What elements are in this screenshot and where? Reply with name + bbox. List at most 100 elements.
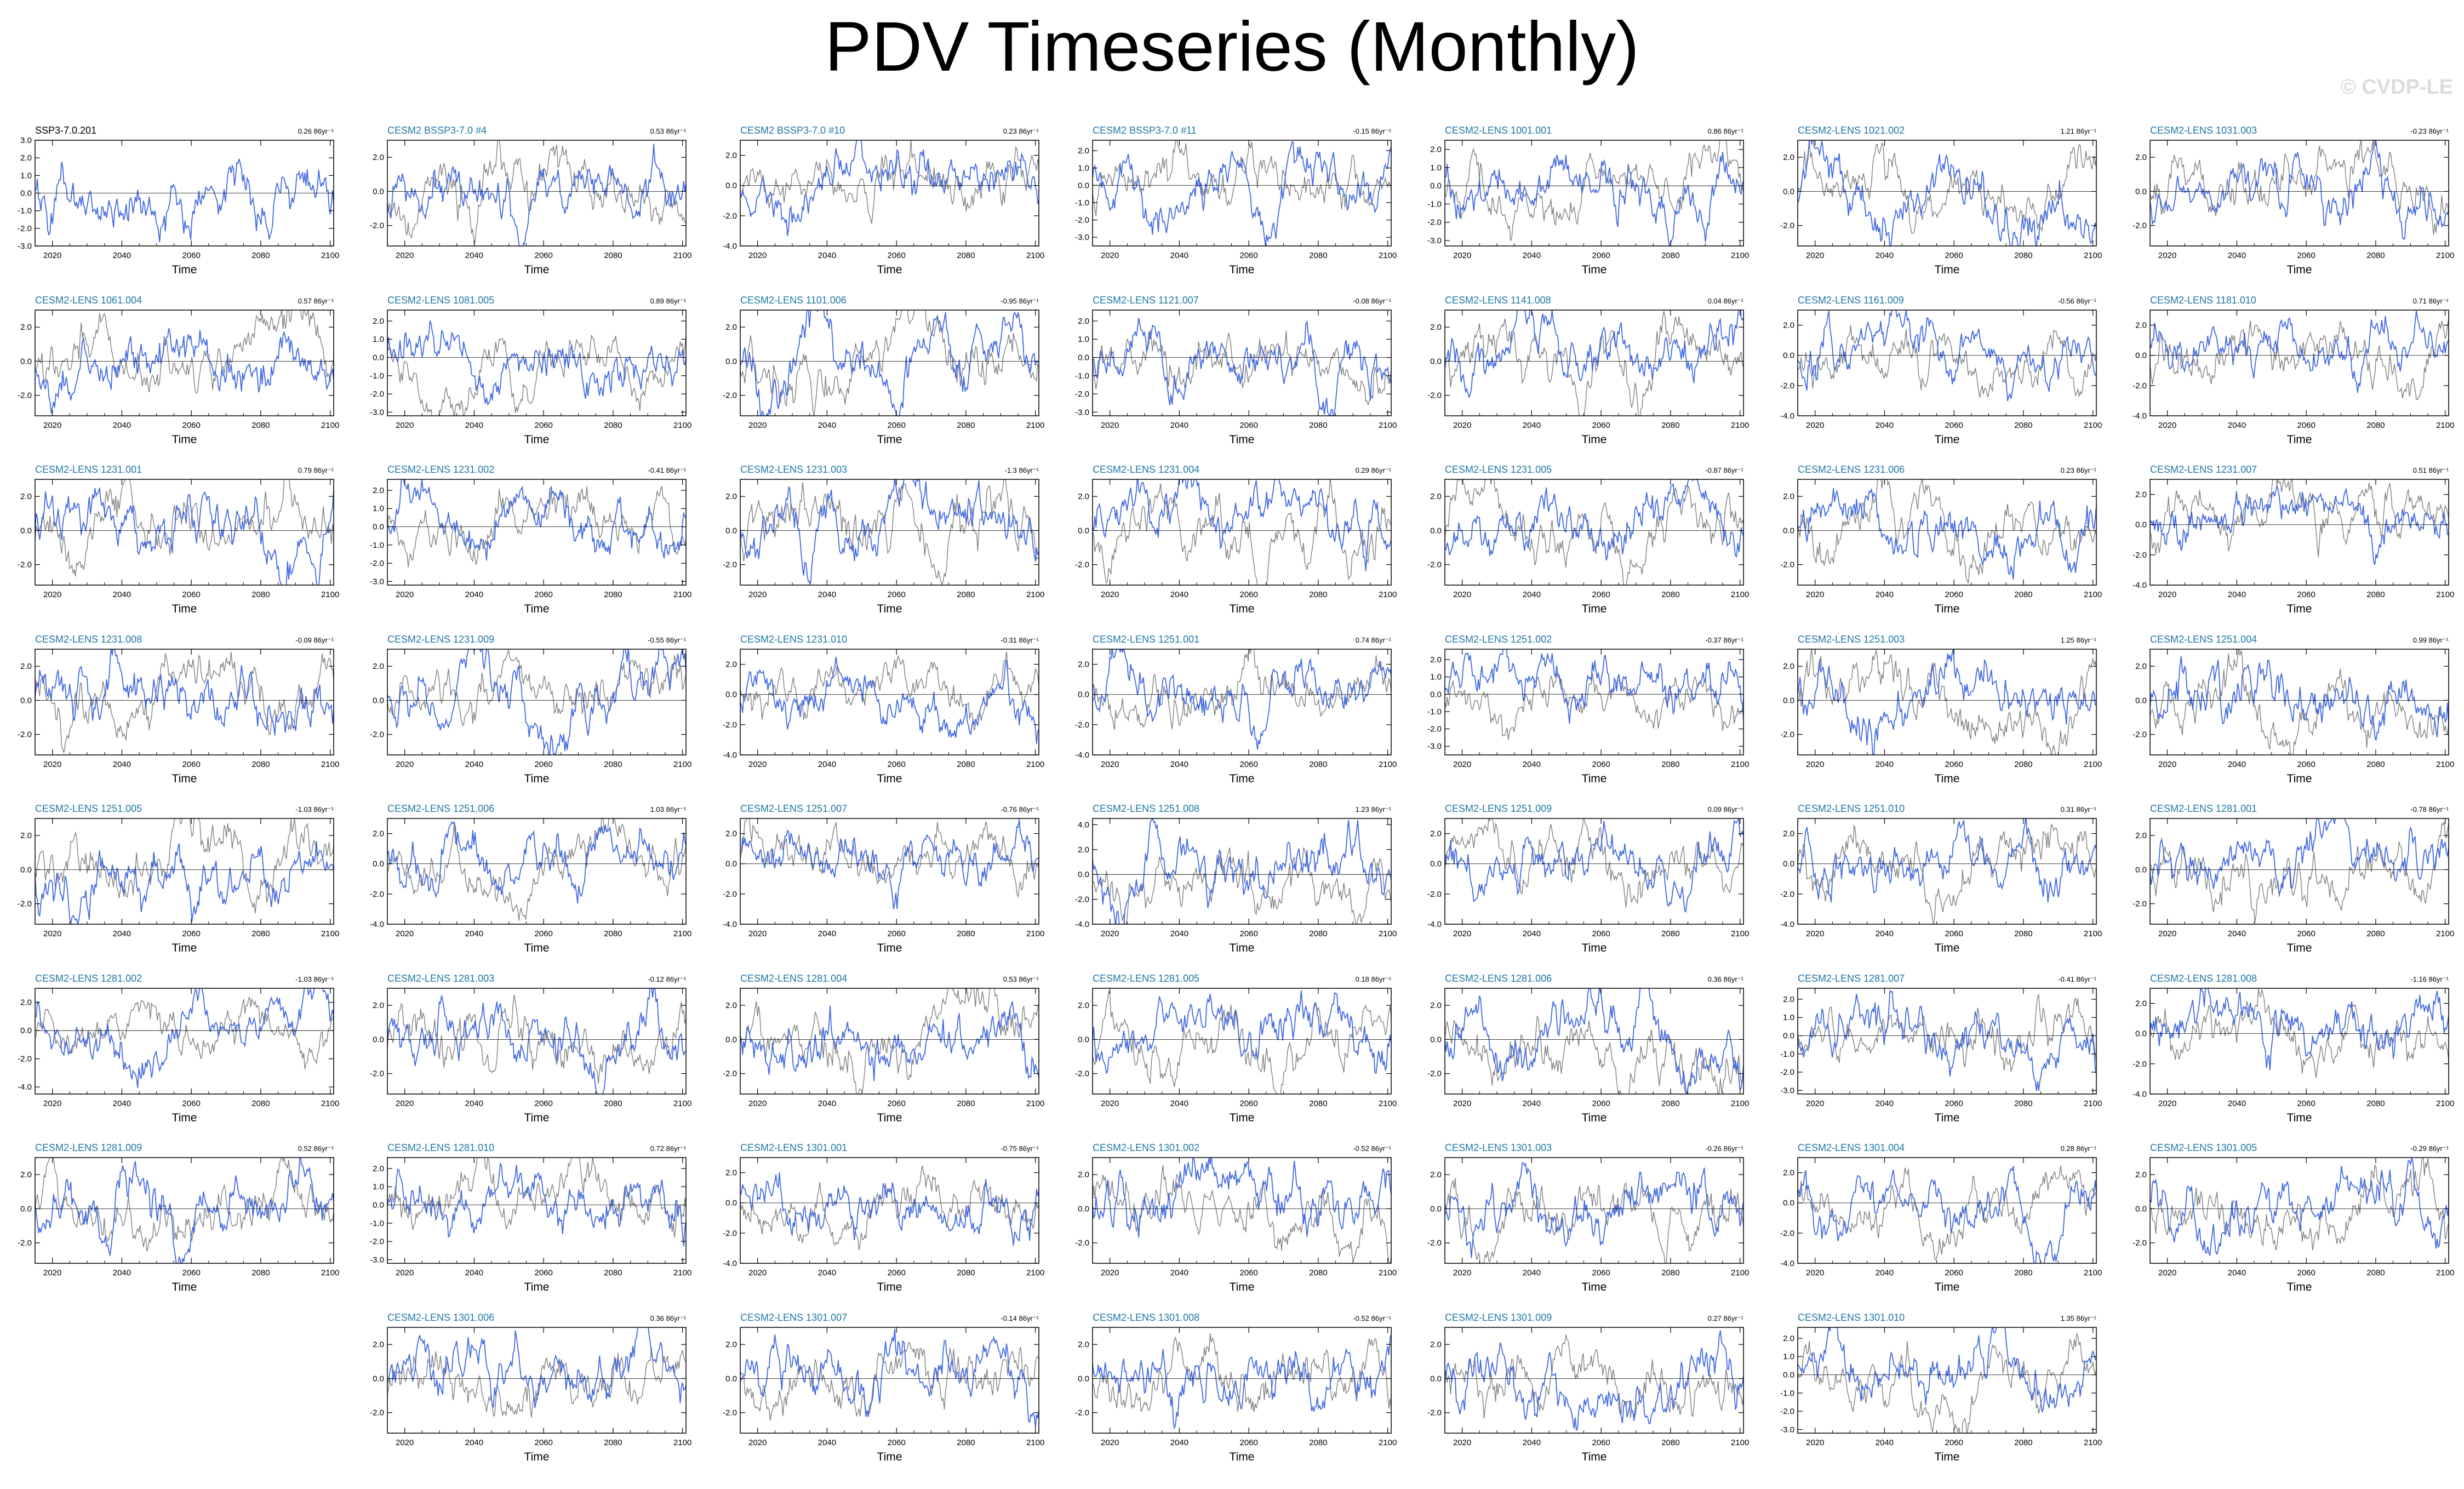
y-tick-label: 0.0: [20, 1204, 32, 1213]
y-tick-label: -2.0: [1780, 1229, 1794, 1238]
y-tick-label: 2.0: [373, 1001, 384, 1010]
x-tick-label: 2060: [182, 421, 200, 430]
x-tick-label: 2060: [1945, 590, 1963, 599]
x-axis-label: Time: [1230, 603, 1255, 615]
panel-trend-label: -0.09 86yr⁻¹: [295, 636, 334, 644]
panel-trend-label: -0.41 86yr⁻¹: [2058, 975, 2096, 983]
plot-frame: [1797, 1157, 2097, 1264]
x-tick-label: 2040: [1523, 1099, 1541, 1108]
x-tick-label: 2020: [1806, 1099, 1824, 1108]
simulation-series-line: [740, 140, 1039, 236]
y-tick-label: -2.0: [1780, 730, 1794, 740]
y-tick-label: 0.0: [20, 865, 32, 874]
panel-trend-label: 0.89 86yr⁻¹: [650, 297, 687, 305]
simulation-series-line: [1798, 818, 2096, 903]
y-tick-label: -2.0: [370, 221, 384, 231]
panel-title: SSP3-7.0.201: [35, 125, 96, 136]
page-title: PDV Timeseries (Monthly): [825, 8, 1639, 86]
y-tick-label: 2.0: [1783, 829, 1794, 839]
x-axis-label: Time: [1935, 942, 1960, 954]
simulation-series-line: [740, 1001, 1039, 1081]
y-tick-label: 0.0: [1078, 1374, 1089, 1383]
simulation-series-line: [740, 819, 1039, 909]
x-axis-label: Time: [877, 264, 902, 276]
x-tick-label: 2100: [1026, 1438, 1044, 1447]
plot-frame: [387, 140, 687, 247]
panel-trend-label: -0.08 86yr⁻¹: [1353, 297, 1391, 305]
y-tick-label: -2.0: [1427, 1239, 1442, 1248]
timeseries-panel: CESM2-LENS 1301.004 0.28 86yr⁻¹ 2.0 0.0 -2.0…: [1780, 1142, 2102, 1293]
x-tick-label: 2100: [2436, 1099, 2454, 1108]
panel-trend-label: 1.25 86yr⁻¹: [2061, 636, 2097, 644]
x-axis-label: Time: [1582, 942, 1607, 954]
plot-frame: [387, 1157, 687, 1264]
x-tick-label: 2040: [1170, 760, 1188, 769]
x-tick-label: 2040: [818, 929, 836, 938]
y-tick-label: -4.0: [723, 242, 737, 251]
panel-title: CESM2-LENS 1281.004: [740, 973, 847, 984]
y-tick-label: 2.0: [1783, 492, 1794, 501]
y-tick-label: 4.0: [1078, 820, 1089, 829]
x-tick-label: 2040: [465, 1099, 483, 1108]
y-tick-label: 2.0: [20, 998, 32, 1007]
x-tick-label: 2100: [1379, 590, 1397, 599]
reference-series-line: [740, 988, 1039, 1094]
x-tick-label: 2060: [1945, 1099, 1963, 1108]
panel-trend-label: 0.04 86yr⁻¹: [1708, 297, 1744, 305]
x-tick-label: 2100: [321, 1268, 339, 1278]
simulation-series-line: [2150, 311, 2449, 393]
x-tick-label: 2020: [2158, 760, 2176, 769]
x-tick-label: 2100: [1379, 421, 1397, 430]
y-tick-label: -2.0: [2133, 1060, 2147, 1069]
x-tick-label: 2060: [534, 929, 552, 938]
panel-trend-label: 0.28 86yr⁻¹: [2061, 1144, 2097, 1153]
y-tick-label: -2.0: [2133, 900, 2147, 909]
simulation-series-line: [1093, 990, 1391, 1074]
x-tick-label: 2080: [2014, 251, 2032, 260]
x-tick-label: 2020: [1806, 1268, 1824, 1278]
x-tick-label: 2020: [2158, 251, 2176, 260]
y-tick-label: 0.0: [725, 1374, 737, 1383]
x-tick-label: 2080: [957, 760, 975, 769]
simulation-series-line: [1798, 989, 2096, 1091]
plot-frame: [740, 479, 1039, 586]
y-tick-label: -2.0: [370, 890, 384, 899]
y-tick-label: -2.0: [18, 560, 32, 570]
x-tick-label: 2100: [1731, 760, 1749, 769]
plot-frame: [387, 649, 687, 755]
x-tick-label: 2020: [748, 1099, 767, 1108]
x-tick-label: 2020: [748, 929, 767, 938]
plot-frame: [2149, 1157, 2449, 1264]
reference-series-line: [740, 651, 1039, 731]
x-tick-label: 2040: [1523, 590, 1541, 599]
x-tick-label: 2080: [2014, 1438, 2032, 1447]
timeseries-panel: CESM2-LENS 1281.002 -1.03 86yr⁻¹ 2.0 0.0 -2.…: [18, 973, 339, 1124]
plot-frame: [1092, 818, 1392, 925]
y-tick-label: -4.0: [723, 751, 737, 760]
timeseries-panel: CESM2-LENS 1251.010 0.31 86yr⁻¹ 2.0 0.0 -2.0…: [1780, 803, 2102, 954]
y-tick-label: 2.0: [20, 831, 32, 840]
reference-series-line: [2150, 988, 2449, 1078]
reference-series-line: [35, 310, 334, 394]
y-tick-label: 2.0: [725, 660, 737, 669]
reference-series-line: [1798, 1332, 2096, 1433]
x-tick-label: 2080: [2366, 1099, 2385, 1108]
y-tick-label: -1.0: [370, 1219, 384, 1228]
panel-title: CESM2-LENS 1231.002: [387, 464, 494, 475]
simulation-series-line: [387, 988, 686, 1094]
reference-series-line: [387, 650, 686, 726]
y-tick-label: -2.0: [1075, 1069, 1089, 1079]
y-tick-label: 2.0: [2135, 153, 2147, 162]
x-tick-label: 2020: [1806, 590, 1824, 599]
plot-frame: [2149, 649, 2449, 755]
y-tick-label: -2.0: [18, 1239, 32, 1248]
plot-frame: [387, 479, 687, 586]
plot-frame: [1797, 479, 2097, 586]
x-axis-label: Time: [1582, 772, 1607, 785]
y-tick-label: -2.0: [370, 1408, 384, 1418]
panel-trend-label: -0.26 86yr⁻¹: [1705, 1144, 1743, 1153]
x-tick-label: 2040: [465, 1438, 483, 1447]
x-axis-label: Time: [2287, 1281, 2312, 1293]
x-tick-label: 2040: [1876, 1099, 1894, 1108]
x-axis-label: Time: [877, 1281, 902, 1293]
